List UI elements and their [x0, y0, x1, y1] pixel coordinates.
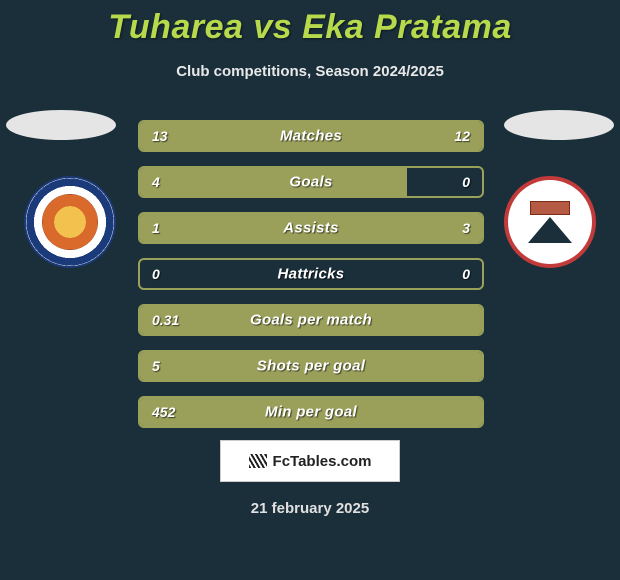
branding-badge[interactable]: FcTables.com: [220, 440, 400, 482]
team-badge-left: [24, 176, 116, 268]
stat-row: 1 Assists 3: [138, 212, 484, 244]
stat-label: Goals: [289, 174, 332, 191]
stats-panel: 13 Matches 12 4 Goals 0 1 Assists 3 0 Hattricks 0 0.…: [138, 120, 484, 442]
stat-label: Assists: [283, 220, 338, 237]
stat-row: 5 Shots per goal: [138, 350, 484, 382]
stat-label: Goals per match: [250, 312, 372, 329]
branding-text: FcTables.com: [273, 453, 372, 470]
stat-row: 13 Matches 12: [138, 120, 484, 152]
stat-value-right: 0: [462, 174, 470, 190]
stat-label: Shots per goal: [257, 358, 365, 375]
stat-fill-right: [226, 214, 483, 242]
stat-value-left: 1: [152, 220, 160, 236]
stat-row: 0 Hattricks 0: [138, 258, 484, 290]
stat-row: 0.31 Goals per match: [138, 304, 484, 336]
stat-value-right: 3: [462, 220, 470, 236]
stat-value-right: 0: [462, 266, 470, 282]
stat-label: Matches: [280, 128, 342, 145]
stat-label: Min per goal: [265, 404, 357, 421]
stat-fill-left: [140, 168, 407, 196]
subtitle: Club competitions, Season 2024/2025: [0, 63, 620, 80]
branding-icon: [249, 454, 267, 468]
stat-value-left: 0: [152, 266, 160, 282]
stat-value-left: 452: [152, 404, 175, 420]
badge-decoration: [528, 217, 572, 243]
stat-row: 4 Goals 0: [138, 166, 484, 198]
player-photo-placeholder-left: [6, 110, 116, 140]
stat-value-right: 12: [454, 128, 470, 144]
stat-value-left: 13: [152, 128, 168, 144]
team-badge-right: [504, 176, 596, 268]
stat-label: Hattricks: [278, 266, 345, 283]
player-photo-placeholder-right: [504, 110, 614, 140]
stat-row: 452 Min per goal: [138, 396, 484, 428]
stat-value-left: 5: [152, 358, 160, 374]
stat-value-left: 0.31: [152, 312, 179, 328]
stat-value-left: 4: [152, 174, 160, 190]
date-label: 21 february 2025: [0, 500, 620, 517]
page-title: Tuharea vs Eka Pratama: [0, 0, 620, 47]
badge-decoration: [530, 201, 570, 215]
